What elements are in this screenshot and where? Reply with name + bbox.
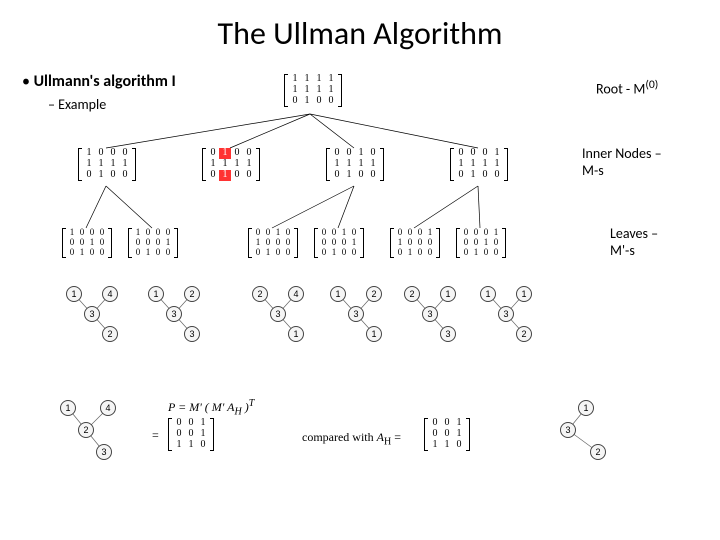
bullet-dash: –: [48, 96, 58, 113]
graph-node: 3: [270, 306, 286, 322]
bullet-dot: •: [22, 72, 34, 91]
annotation-leaves: Leaves –M'-s: [610, 226, 658, 260]
matrix: 100000010100: [128, 228, 178, 258]
graph-node: 1: [288, 326, 304, 342]
graph-node: 1: [366, 326, 382, 342]
graph-node: 1: [60, 400, 76, 416]
graph-node: 4: [102, 286, 118, 302]
graph-node: 1: [148, 286, 164, 302]
graph-node: 1: [516, 286, 532, 302]
graph-node: 4: [100, 400, 116, 416]
matrix: 100011110100: [78, 148, 136, 181]
graph-node: 1: [440, 286, 456, 302]
graph-node: 2: [404, 286, 420, 302]
graph-node: 2: [590, 444, 606, 460]
graph-node: 3: [560, 422, 576, 438]
compared-text: compared with AH =: [302, 430, 401, 447]
matrix: 111111110100: [284, 74, 342, 107]
graph-node: 4: [288, 286, 304, 302]
matrix: 001001110: [424, 418, 470, 451]
graph-node: 1: [578, 400, 594, 416]
page-title: The Ullman Algorithm: [0, 0, 720, 53]
bullet-main: • Ullmann's algorithm I: [22, 72, 176, 91]
matrix: 000100100100: [456, 228, 506, 258]
graph-node: 2: [252, 286, 268, 302]
graph-node: 3: [96, 444, 112, 460]
graph-node: 3: [184, 326, 200, 342]
graph-node: 3: [348, 306, 364, 322]
annotation-inner: Inner Nodes –M-s: [582, 146, 662, 180]
matrix: 010011110100: [202, 148, 260, 181]
bullet-main-text: Ullmann's algorithm I: [34, 72, 176, 91]
graph-node: 2: [78, 422, 94, 438]
graph-node: 2: [366, 286, 382, 302]
graph-node: 3: [84, 306, 100, 322]
graph-node: 2: [184, 286, 200, 302]
formula: P = M' ( M' AH )T: [168, 398, 254, 417]
graph-node: 2: [102, 326, 118, 342]
annotation-root: Root - M(0): [596, 78, 658, 98]
matrix: 000110000100: [390, 228, 440, 258]
bullet-sub: – Example: [48, 96, 106, 113]
matrix: 100000100100: [62, 228, 112, 258]
matrix: 001000010100: [314, 228, 364, 258]
graph-node: 3: [440, 326, 456, 342]
matrix: 001010000100: [248, 228, 298, 258]
matrix: 001001110: [168, 418, 214, 451]
matrix: 001011110100: [326, 148, 384, 181]
graph-node: 3: [166, 306, 182, 322]
graph-node: 1: [66, 286, 82, 302]
bullet-sub-text: Example: [58, 96, 106, 113]
eq-sign: =: [152, 428, 159, 443]
graph-node: 1: [330, 286, 346, 302]
matrix: 000111110100: [450, 148, 508, 181]
graph-node: 3: [498, 306, 514, 322]
graph-node: 3: [422, 306, 438, 322]
graph-node: 1: [480, 286, 496, 302]
graph-node: 2: [516, 326, 532, 342]
